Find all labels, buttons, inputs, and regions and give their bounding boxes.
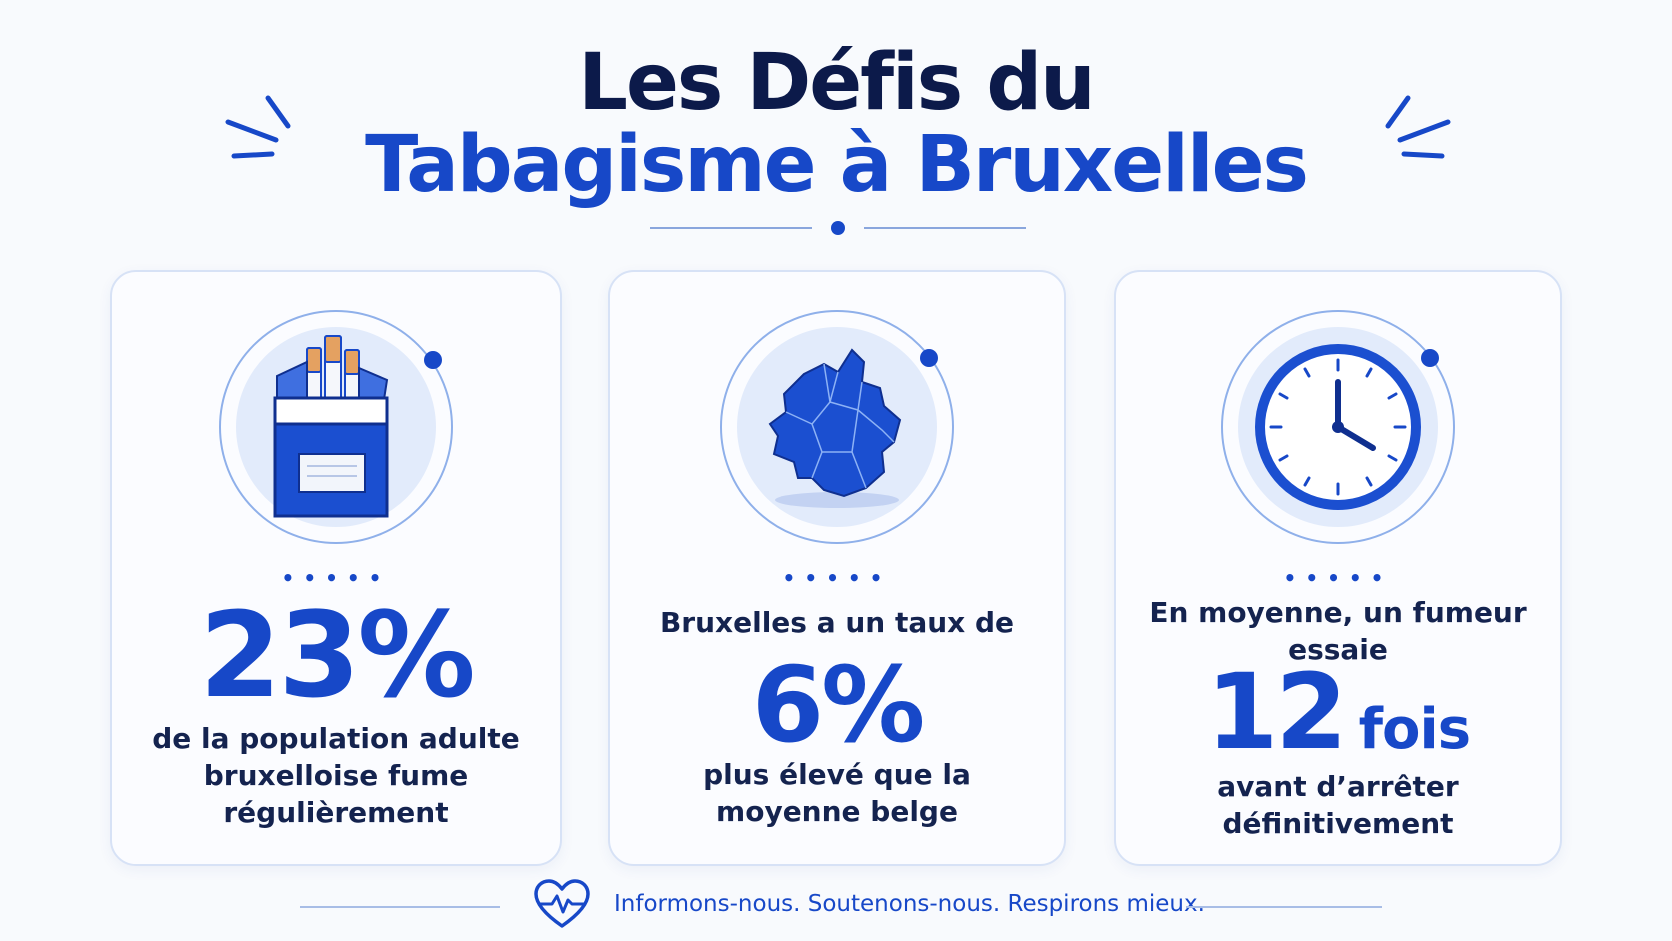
title-line-1: Les Défis du — [578, 38, 1095, 128]
stat-value: 6% — [751, 644, 926, 766]
stat-description: avant d’arrêter définitivement — [1217, 770, 1459, 840]
heart-pulse-icon — [534, 879, 590, 928]
title-line-2: Tabagisme à Bruxelles — [365, 120, 1309, 210]
dots-separator: ••••• — [281, 566, 391, 590]
stat-unit: fois — [1358, 697, 1471, 762]
dots-separator: ••••• — [1283, 566, 1393, 590]
clock-icon — [1221, 310, 1455, 544]
stat-card-rate: ••••• Bruxelles a un taux de 6% plus éle… — [608, 270, 1066, 866]
stat-intro: Bruxelles a un taux de — [659, 606, 1015, 639]
right-rays-icon — [1385, 95, 1451, 159]
footer-line-left — [300, 906, 500, 908]
cigarette-pack-icon — [219, 310, 453, 544]
brussels-map-icon — [720, 310, 954, 544]
footer-slogan: Informons-nous. Soutenons-nous. Respiron… — [614, 891, 1205, 917]
title-divider — [650, 221, 1026, 235]
stat-card-attempts: ••••• En moyenne, un fumeur essaie 12 foi… — [1114, 270, 1562, 866]
stat-value: 12 fois — [1205, 651, 1471, 773]
left-rays-icon — [225, 95, 291, 159]
stat-intro: En moyenne, un fumeur essaie — [1149, 596, 1527, 666]
dots-separator: ••••• — [782, 566, 892, 590]
footer-line-right — [1186, 906, 1382, 908]
stat-value: 23% — [199, 586, 475, 724]
stat-description: plus élevé que la moyenne belge — [703, 758, 971, 828]
stat-description: de la population adulte bruxelloise fume… — [152, 722, 520, 829]
stat-card-smokers: ••••• 23% de la population adulte bruxel… — [110, 270, 562, 866]
